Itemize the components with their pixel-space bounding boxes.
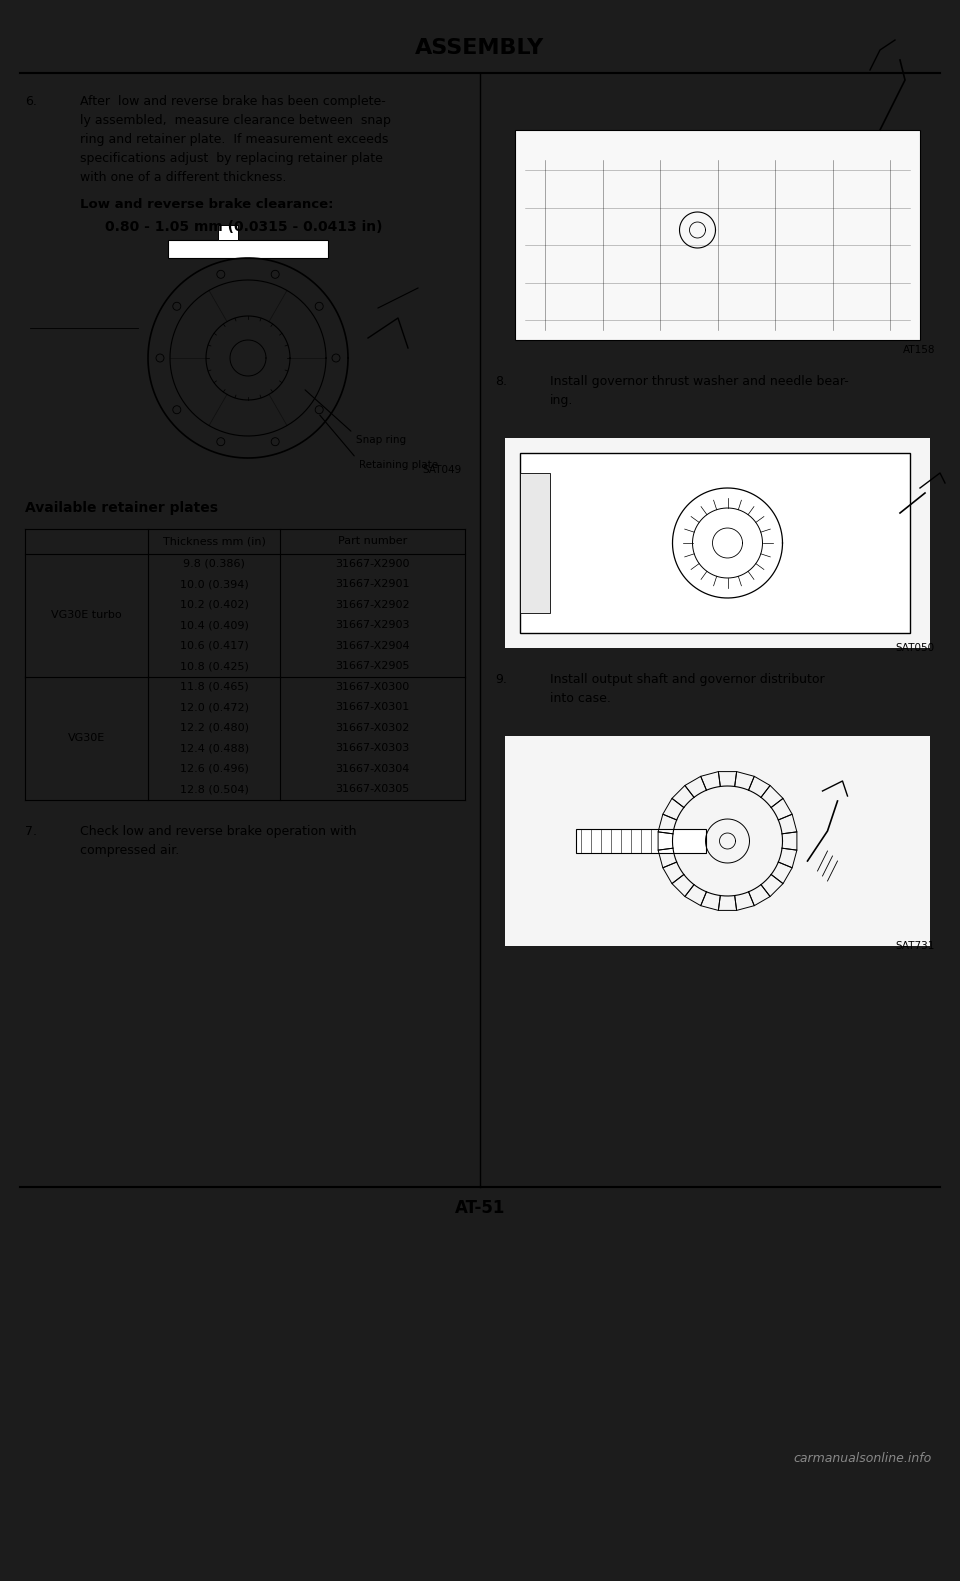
Text: SAT049: SAT049 <box>422 465 462 474</box>
Text: 10.4 (0.409): 10.4 (0.409) <box>180 620 249 631</box>
Bar <box>520 454 910 632</box>
Text: 12.2 (0.480): 12.2 (0.480) <box>180 723 249 734</box>
Text: 10.2 (0.402): 10.2 (0.402) <box>180 599 249 610</box>
Text: 31667-X0303: 31667-X0303 <box>335 743 410 754</box>
Bar <box>515 130 920 340</box>
Text: 31667-X2905: 31667-X2905 <box>335 661 410 672</box>
Text: SAT050: SAT050 <box>896 643 935 653</box>
Text: 31667-X0301: 31667-X0301 <box>335 702 410 713</box>
Text: 12.4 (0.488): 12.4 (0.488) <box>180 743 249 754</box>
Text: 0.80 - 1.05 mm (0.0315 - 0.0413 in): 0.80 - 1.05 mm (0.0315 - 0.0413 in) <box>105 220 382 234</box>
Text: Install output shaft and governor distributor: Install output shaft and governor distri… <box>550 674 825 686</box>
Text: compressed air.: compressed air. <box>80 844 180 857</box>
Text: 12.0 (0.472): 12.0 (0.472) <box>180 702 249 713</box>
Text: SAT731: SAT731 <box>896 941 935 952</box>
Text: 6.: 6. <box>25 95 36 108</box>
Text: 11.8 (0.465): 11.8 (0.465) <box>180 681 249 692</box>
Text: Low and reverse brake clearance:: Low and reverse brake clearance: <box>80 198 333 210</box>
Bar <box>520 473 550 613</box>
Text: AT-51: AT-51 <box>455 1198 505 1217</box>
Text: 10.6 (0.417): 10.6 (0.417) <box>180 640 249 651</box>
Text: 31667-X2902: 31667-X2902 <box>335 599 410 610</box>
Text: 31667-X2903: 31667-X2903 <box>335 620 410 631</box>
Bar <box>218 225 238 240</box>
Bar <box>575 828 706 854</box>
Text: 9.8 (0.386): 9.8 (0.386) <box>183 558 245 569</box>
Text: specifications adjust  by replacing retainer plate: specifications adjust by replacing retai… <box>80 152 383 164</box>
Text: AT158: AT158 <box>902 345 935 356</box>
Text: 8.: 8. <box>495 375 507 387</box>
Text: 31667-X2904: 31667-X2904 <box>335 640 410 651</box>
Text: 12.6 (0.496): 12.6 (0.496) <box>180 764 249 773</box>
Text: ASSEMBLY: ASSEMBLY <box>416 38 544 58</box>
Bar <box>505 737 930 945</box>
Text: with one of a different thickness.: with one of a different thickness. <box>80 171 286 183</box>
Text: Thickness mm (in): Thickness mm (in) <box>163 536 266 547</box>
Text: 31667-X0300: 31667-X0300 <box>335 681 410 692</box>
Text: 31667-X0302: 31667-X0302 <box>335 723 410 734</box>
Text: 12.8 (0.504): 12.8 (0.504) <box>180 784 249 794</box>
Text: Available retainer plates: Available retainer plates <box>25 501 218 515</box>
Text: 9.: 9. <box>495 674 507 686</box>
Text: 10.0 (0.394): 10.0 (0.394) <box>180 579 249 590</box>
Text: Snap ring: Snap ring <box>356 435 406 444</box>
Text: After  low and reverse brake has been complete-: After low and reverse brake has been com… <box>80 95 386 108</box>
Text: Install governor thrust washer and needle bear-: Install governor thrust washer and needl… <box>550 375 849 387</box>
Bar <box>168 240 328 258</box>
Text: 31667-X2900: 31667-X2900 <box>335 558 410 569</box>
Text: VG30E turbo: VG30E turbo <box>51 610 122 620</box>
Bar <box>505 438 930 648</box>
Text: carmanualsonline.info: carmanualsonline.info <box>793 1451 931 1464</box>
Text: into case.: into case. <box>550 692 611 705</box>
Text: 7.: 7. <box>25 825 37 838</box>
Text: 31667-X0304: 31667-X0304 <box>335 764 410 773</box>
Text: ing.: ing. <box>550 394 573 406</box>
Text: 31667-X2901: 31667-X2901 <box>335 579 410 590</box>
Text: 31667-X0305: 31667-X0305 <box>335 784 410 794</box>
Text: ring and retainer plate.  If measurement exceeds: ring and retainer plate. If measurement … <box>80 133 389 145</box>
Text: Check low and reverse brake operation with: Check low and reverse brake operation wi… <box>80 825 356 838</box>
Text: Part number: Part number <box>338 536 407 547</box>
Text: VG30E: VG30E <box>68 734 106 743</box>
Text: ly assembled,  measure clearance between  snap: ly assembled, measure clearance between … <box>80 114 391 126</box>
Text: Retaining plate: Retaining plate <box>359 460 438 470</box>
Text: 10.8 (0.425): 10.8 (0.425) <box>180 661 249 672</box>
